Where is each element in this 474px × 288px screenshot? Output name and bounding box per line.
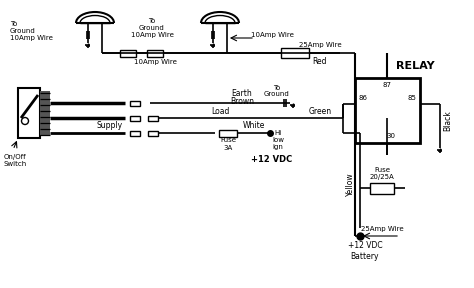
Text: Red: Red bbox=[313, 56, 327, 65]
Bar bbox=[148, 130, 158, 135]
Text: Fuse
3A: Fuse 3A bbox=[220, 137, 236, 151]
Text: 10Amp Wire: 10Amp Wire bbox=[251, 32, 293, 38]
Bar bbox=[130, 101, 140, 105]
Text: +12 VDC
Battery: +12 VDC Battery bbox=[348, 241, 383, 261]
Text: On/Off
Switch: On/Off Switch bbox=[3, 154, 27, 166]
Text: 25Amp Wire: 25Amp Wire bbox=[299, 42, 341, 48]
Bar bbox=[120, 50, 136, 56]
Text: Green: Green bbox=[309, 107, 331, 115]
Text: Yellow: Yellow bbox=[346, 173, 355, 196]
Bar bbox=[40, 91, 50, 135]
Bar bbox=[130, 115, 140, 120]
Text: +12 VDC: +12 VDC bbox=[251, 154, 292, 164]
Text: To
Ground
10Amp Wire: To Ground 10Amp Wire bbox=[130, 18, 173, 38]
Text: Load: Load bbox=[211, 107, 229, 115]
Bar bbox=[281, 48, 309, 58]
Text: Earth: Earth bbox=[232, 90, 252, 98]
Bar bbox=[355, 78, 420, 143]
Text: 86: 86 bbox=[358, 95, 367, 101]
Text: Hi
low
ign: Hi low ign bbox=[272, 130, 284, 150]
Text: 85: 85 bbox=[408, 95, 417, 101]
Text: Brown: Brown bbox=[230, 96, 254, 105]
Text: To
Ground: To Ground bbox=[264, 84, 290, 98]
Text: 87: 87 bbox=[383, 82, 392, 88]
Text: Fuse
20/25A: Fuse 20/25A bbox=[370, 168, 394, 181]
Bar bbox=[370, 183, 394, 194]
Bar bbox=[130, 130, 140, 135]
Text: To
Ground
10Amp Wire: To Ground 10Amp Wire bbox=[10, 21, 53, 41]
Text: 30: 30 bbox=[386, 133, 395, 139]
Text: 25Amp Wire: 25Amp Wire bbox=[361, 226, 403, 232]
Text: 10Amp Wire: 10Amp Wire bbox=[134, 59, 176, 65]
Text: White: White bbox=[243, 122, 265, 130]
Bar bbox=[219, 130, 237, 137]
Text: RELAY: RELAY bbox=[396, 61, 435, 71]
Bar bbox=[18, 88, 40, 138]
Text: Black: Black bbox=[444, 110, 453, 131]
Bar bbox=[147, 50, 163, 56]
Text: Supply: Supply bbox=[97, 122, 123, 130]
Bar bbox=[148, 115, 158, 120]
